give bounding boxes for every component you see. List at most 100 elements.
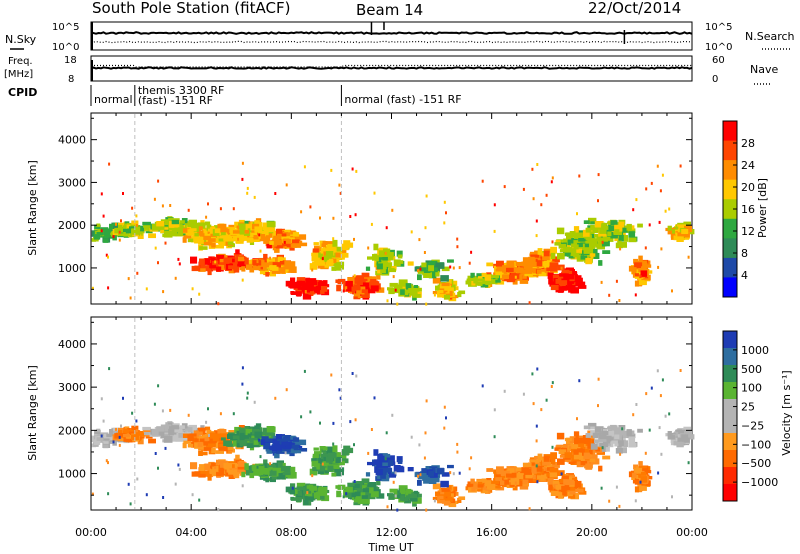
velocity-cell bbox=[244, 463, 249, 471]
power-cell bbox=[581, 238, 590, 242]
velocity-cell bbox=[610, 425, 618, 431]
velocity-cell bbox=[194, 471, 201, 475]
power-cell bbox=[131, 229, 140, 235]
power-cell bbox=[297, 234, 307, 240]
velocity-cell bbox=[284, 451, 287, 455]
velocity-cell bbox=[532, 402, 535, 406]
velocity-cell bbox=[266, 426, 276, 433]
power-cell bbox=[432, 291, 438, 295]
velocity-cell bbox=[103, 440, 109, 444]
power-cell bbox=[552, 256, 560, 263]
velocity-cell bbox=[530, 460, 540, 464]
power-cell bbox=[354, 285, 361, 291]
power-cell bbox=[305, 290, 314, 295]
power-cell bbox=[436, 262, 445, 269]
power-cell bbox=[309, 263, 318, 270]
velocity-cell bbox=[656, 369, 659, 373]
velocity-cell bbox=[545, 398, 548, 402]
power-cell bbox=[477, 278, 484, 282]
power-cell bbox=[606, 225, 615, 232]
velocity-cell bbox=[253, 469, 261, 476]
freq-series bbox=[90, 60, 693, 81]
power-cell bbox=[656, 164, 659, 168]
power-cell bbox=[253, 235, 259, 240]
velocity-cell bbox=[644, 470, 652, 474]
velocity-cell bbox=[127, 482, 130, 486]
velocity-cell bbox=[639, 480, 642, 484]
power-cell bbox=[468, 261, 471, 265]
velocity-cell bbox=[562, 491, 567, 496]
power-cell bbox=[644, 246, 647, 250]
power-cell bbox=[362, 282, 371, 287]
power-cell bbox=[174, 276, 177, 280]
colorbar-swatch bbox=[723, 399, 737, 417]
velocity-cell bbox=[444, 491, 451, 497]
colorbar-tick-label: 24 bbox=[741, 159, 755, 172]
velocity-cell bbox=[382, 462, 390, 466]
colorbar-tick-label: 8 bbox=[741, 247, 748, 260]
freq-line bbox=[90, 66, 693, 70]
power-cell bbox=[421, 262, 427, 269]
velocity-cell bbox=[218, 443, 224, 447]
power-cell bbox=[515, 261, 522, 266]
power-cell bbox=[496, 260, 504, 267]
power-cell bbox=[325, 251, 334, 258]
power-cell bbox=[182, 237, 187, 243]
power-cell bbox=[440, 275, 449, 282]
power-cell bbox=[327, 247, 337, 253]
velocity-cell bbox=[387, 460, 394, 466]
colorbar-tick-label: 4 bbox=[741, 269, 748, 282]
power-cell bbox=[339, 191, 342, 195]
power-cell bbox=[279, 261, 286, 265]
power-cell bbox=[265, 234, 275, 238]
power-cell bbox=[558, 280, 568, 285]
velocity-cell bbox=[531, 465, 540, 473]
power-cell bbox=[281, 233, 287, 237]
power-cell bbox=[536, 274, 539, 278]
power-cell bbox=[441, 282, 450, 287]
velocity-cell bbox=[633, 464, 638, 470]
velocity-cell bbox=[195, 435, 204, 442]
velocity-cell bbox=[449, 471, 452, 475]
velocity-cell bbox=[556, 432, 565, 440]
power-cell bbox=[373, 191, 376, 195]
colorbar-tick-label: −1000 bbox=[741, 476, 778, 489]
power-cell bbox=[423, 272, 432, 278]
velocity-cell bbox=[241, 471, 246, 478]
power-cell bbox=[425, 302, 428, 306]
power-cell bbox=[393, 259, 401, 267]
power-cell bbox=[601, 225, 609, 230]
power-cell bbox=[556, 227, 565, 235]
velocity-cell bbox=[594, 426, 604, 433]
colorbar-swatch bbox=[723, 467, 737, 485]
velocity-cell bbox=[659, 394, 662, 398]
power-cell bbox=[536, 269, 542, 274]
velocity-cell bbox=[232, 435, 241, 439]
power-cell bbox=[376, 263, 383, 270]
power-cell bbox=[626, 223, 632, 231]
power-cell bbox=[614, 229, 620, 234]
power-cell bbox=[249, 267, 255, 273]
power-cell bbox=[356, 288, 365, 295]
power-cell bbox=[335, 266, 342, 271]
power-cell bbox=[580, 255, 588, 260]
power-cell bbox=[402, 291, 409, 296]
power-cell bbox=[313, 242, 319, 246]
power-cell bbox=[386, 299, 389, 303]
power-cell bbox=[187, 238, 194, 243]
power-cell bbox=[187, 208, 190, 212]
velocity-cell bbox=[187, 434, 195, 441]
power-cell bbox=[234, 221, 241, 229]
power-cell bbox=[289, 247, 295, 251]
velocity-cell bbox=[587, 454, 595, 460]
velocity-cell bbox=[573, 431, 580, 439]
velocity-cell bbox=[522, 462, 532, 468]
velocity-cell bbox=[93, 439, 101, 445]
velocity-cell bbox=[637, 428, 643, 433]
power-cell bbox=[203, 241, 212, 246]
power-cell bbox=[634, 273, 639, 277]
velocity-cell bbox=[583, 452, 590, 460]
velocity-cell bbox=[392, 480, 395, 484]
power-cell bbox=[321, 243, 326, 248]
power-cell bbox=[550, 246, 557, 254]
